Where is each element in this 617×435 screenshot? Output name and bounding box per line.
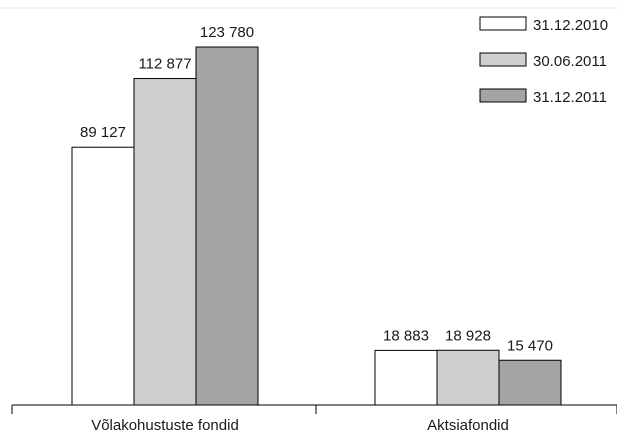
data-label: 89 127 — [80, 124, 126, 141]
category-label: Võlakohustuste fondid — [91, 417, 239, 434]
data-label: 123 780 — [200, 24, 254, 41]
legend-swatch — [479, 88, 527, 103]
legend-swatch — [479, 16, 527, 31]
bar-volakohustuste-series-1 — [71, 146, 135, 406]
data-label: 15 470 — [507, 337, 553, 354]
legend-label: 31.12.2011 — [533, 89, 607, 106]
bar-volakohustuste-series-2 — [133, 78, 197, 406]
bar-aktsiafondid-series-3 — [498, 359, 562, 406]
legend-label: 30.06.2011 — [533, 53, 607, 70]
bar-aktsiafondid-series-2 — [436, 349, 500, 406]
legend-swatch — [479, 52, 527, 67]
bars-group — [71, 46, 562, 406]
x-axis — [11, 404, 617, 414]
data-label: 112 877 — [138, 56, 191, 73]
bar-aktsiafondid-series-1 — [374, 349, 438, 406]
category-label: Aktsiafondid — [427, 417, 509, 434]
legend: 31.12.2010 30.06.2011 31.12.2011 — [479, 16, 608, 106]
category-labels-group: Võlakohustuste fondid Aktsiafondid — [91, 417, 509, 434]
bar-volakohustuste-series-3 — [195, 46, 259, 406]
legend-label: 31.12.2010 — [533, 17, 608, 34]
data-label: 18 883 — [383, 327, 429, 344]
data-label: 18 928 — [445, 327, 491, 344]
data-labels-group: 89 127 112 877 123 780 18 883 18 928 15 470 — [80, 24, 553, 354]
